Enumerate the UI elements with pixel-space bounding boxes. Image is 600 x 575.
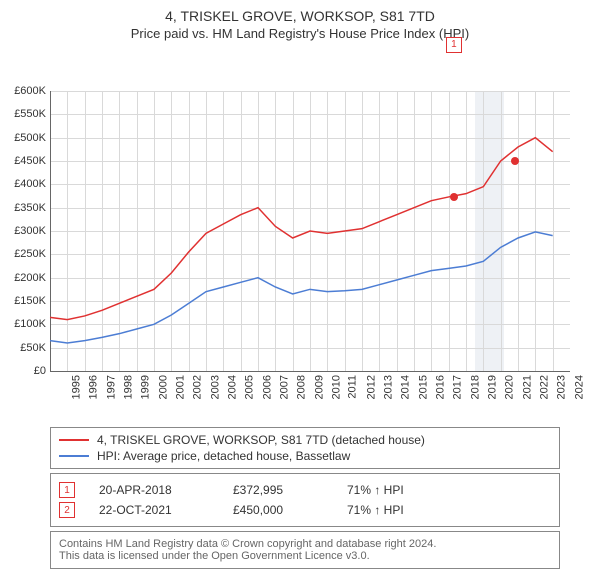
footer: Contains HM Land Registry data © Crown c… bbox=[50, 531, 560, 569]
legend-label: HPI: Average price, detached house, Bass… bbox=[97, 449, 350, 463]
y-axis-label: £500K bbox=[0, 132, 46, 144]
chart: 12 £0 £50K £100K £150K £200K £250K £300K £350K £4… bbox=[0, 41, 600, 421]
series-line bbox=[50, 232, 553, 343]
sale-row: 2 22-OCT-2021 £450,000 71% ↑ HPI bbox=[59, 500, 551, 520]
sale-price: £450,000 bbox=[233, 503, 323, 517]
y-axis-label: £600K bbox=[0, 85, 46, 97]
legend-row: 4, TRISKEL GROVE, WORKSOP, S81 7TD (deta… bbox=[59, 432, 551, 448]
y-axis-label: £300K bbox=[0, 225, 46, 237]
sale-row: 1 20-APR-2018 £372,995 71% ↑ HPI bbox=[59, 480, 551, 500]
title-sub: Price paid vs. HM Land Registry's House … bbox=[0, 26, 600, 41]
sale-row-marker: 1 bbox=[59, 482, 75, 498]
titles: 4, TRISKEL GROVE, WORKSOP, S81 7TD Price… bbox=[0, 0, 600, 41]
footer-line: This data is licensed under the Open Gov… bbox=[59, 550, 551, 562]
sale-ratio: 71% ↑ HPI bbox=[347, 503, 404, 517]
sales-table: 1 20-APR-2018 £372,995 71% ↑ HPI 2 22-OCT-202… bbox=[50, 473, 560, 527]
sale-date: 20-APR-2018 bbox=[99, 483, 209, 497]
chart-container: 4, TRISKEL GROVE, WORKSOP, S81 7TD Price… bbox=[0, 0, 600, 569]
y-axis-label: £0 bbox=[0, 365, 46, 377]
sale-point bbox=[450, 193, 458, 201]
sale-date: 22-OCT-2021 bbox=[99, 503, 209, 517]
y-axis-label: £150K bbox=[0, 295, 46, 307]
plot-area: 12 bbox=[50, 91, 570, 371]
y-axis-label: £350K bbox=[0, 202, 46, 214]
legend-label: 4, TRISKEL GROVE, WORKSOP, S81 7TD (deta… bbox=[97, 433, 425, 447]
sale-ratio: 71% ↑ HPI bbox=[347, 483, 404, 497]
legend-swatch bbox=[59, 439, 89, 441]
y-axis-label: £200K bbox=[0, 272, 46, 284]
footer-line: Contains HM Land Registry data © Crown c… bbox=[59, 538, 551, 550]
y-axis-label: £400K bbox=[0, 178, 46, 190]
y-axis-label: £250K bbox=[0, 248, 46, 260]
series-svg bbox=[50, 91, 570, 371]
sale-row-marker: 2 bbox=[59, 502, 75, 518]
y-axis-label: £100K bbox=[0, 318, 46, 330]
gridline-h bbox=[50, 371, 570, 372]
sale-point bbox=[511, 157, 519, 165]
sale-price: £372,995 bbox=[233, 483, 323, 497]
y-axis-label: £550K bbox=[0, 108, 46, 120]
legend: 4, TRISKEL GROVE, WORKSOP, S81 7TD (deta… bbox=[50, 427, 560, 469]
legend-row: HPI: Average price, detached house, Bass… bbox=[59, 448, 551, 464]
x-axis-label: 2024 bbox=[573, 375, 600, 399]
y-axis-label: £50K bbox=[0, 342, 46, 354]
legend-swatch bbox=[59, 455, 89, 457]
y-axis-label: £450K bbox=[0, 155, 46, 167]
title-main: 4, TRISKEL GROVE, WORKSOP, S81 7TD bbox=[0, 8, 600, 24]
sale-marker-box: 1 bbox=[446, 37, 462, 53]
